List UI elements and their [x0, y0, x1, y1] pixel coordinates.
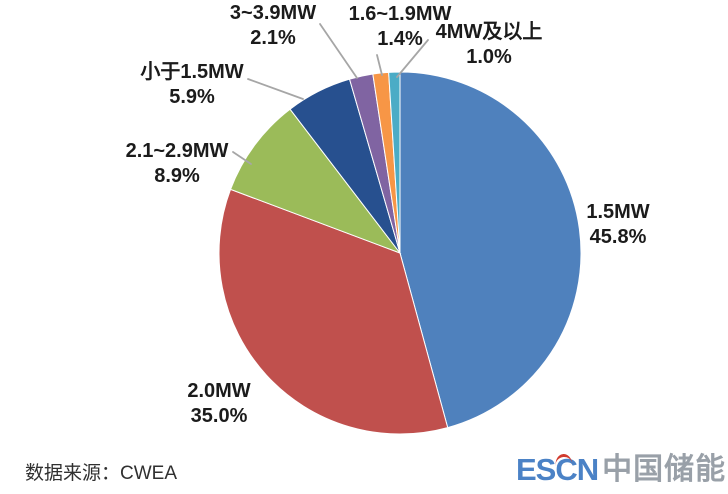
slice-label-text: 4MW及以上 — [435, 21, 543, 43]
slice-label-2.0mw: 2.0MW 35.0% — [169, 379, 269, 429]
slice-label-pct: 35.0% — [190, 405, 248, 427]
slice-label-text: 小于1.5MW — [140, 61, 244, 83]
slice-label-text: 1.6~1.9MW — [348, 3, 452, 25]
escn-logo: ESCN中国储能网 — [516, 452, 728, 490]
pie-slice-2.1~2.9MW — [229, 108, 402, 255]
slice-label-pct: 1.0% — [466, 46, 512, 68]
slice-label-1.5mw: 1.5MW 45.8% — [568, 200, 668, 250]
slice-label-2.1-2.9mw: 2.1~2.9MW 8.9% — [102, 139, 252, 189]
slice-label-text: 2.0MW — [187, 380, 251, 402]
slice-label-1.6-1.9mw: 1.6~1.9MW 1.4% — [325, 2, 475, 52]
pie-slice-4MW及以上 — [388, 71, 401, 254]
leader-line-under-1.5mw — [247, 78, 304, 100]
leader-line-3-3.9mw — [319, 23, 358, 79]
data-source-note: 数据来源：CWEA — [25, 463, 178, 484]
slice-label-text: 2.1~2.9MW — [125, 140, 229, 162]
logo-chinese-text: 中国储能网 — [602, 453, 728, 486]
slice-label-pct: 1.4% — [377, 28, 423, 50]
slice-label-pct: 5.9% — [169, 86, 215, 108]
slice-label-pct: 45.8% — [589, 226, 647, 248]
slice-label-text: 1.5MW — [586, 201, 650, 223]
leader-lines — [232, 23, 429, 165]
leader-line-4mw-plus — [396, 39, 429, 78]
logo-escn-text: ESCN — [516, 452, 599, 487]
pie-slices — [218, 71, 582, 435]
leader-line-1.6-1.9mw — [376, 54, 383, 76]
leader-line-2.1-2.9mw — [232, 151, 252, 165]
slice-label-pct: 8.9% — [154, 165, 200, 187]
slice-label-text: 3~3.9MW — [229, 2, 317, 24]
slice-label-3-3.9mw: 3~3.9MW 2.1% — [198, 1, 348, 51]
pie-slice-2.0MW — [218, 188, 449, 435]
slice-label-4mw-plus: 4MW及以上 1.0% — [414, 20, 564, 70]
slice-label-pct: 2.1% — [250, 27, 296, 49]
slice-label-under-1.5mw: 小于1.5MW 5.9% — [117, 60, 267, 110]
pie-slice-1.5MW — [399, 71, 582, 429]
